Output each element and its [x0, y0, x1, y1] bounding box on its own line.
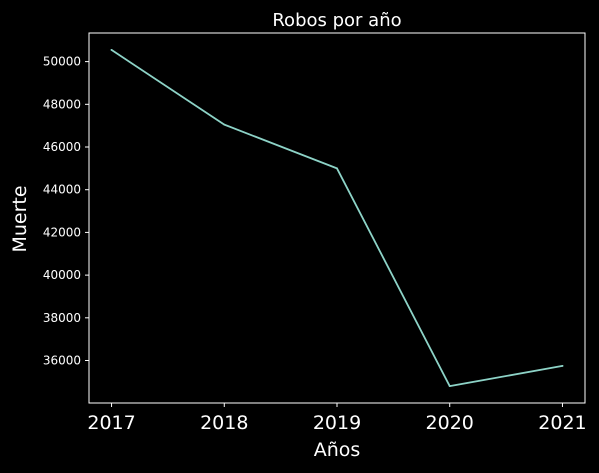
y-tick-label: 46000	[43, 140, 81, 154]
x-tick-label: 2019	[313, 412, 361, 434]
x-axis-label: Años	[314, 439, 361, 461]
x-tick-label: 2018	[200, 412, 248, 434]
y-axis-ticks: 36000 38000 40000 42000 44000 46000 48000 50000	[43, 55, 89, 368]
y-tick-label: 48000	[43, 97, 81, 111]
y-tick-label: 44000	[43, 183, 81, 197]
chart-title: Robos por año	[272, 10, 401, 31]
x-tick-label: 2020	[426, 412, 474, 434]
data-point	[448, 385, 451, 388]
plot-area-frame	[88, 32, 586, 404]
series-line	[110, 49, 564, 388]
y-tick-label: 50000	[43, 55, 81, 69]
data-point	[110, 48, 113, 51]
x-tick-label: 2017	[87, 412, 135, 434]
x-axis-ticks: 2017 2018 2019 2020 2021	[87, 403, 587, 434]
y-tick-label: 40000	[43, 268, 81, 282]
y-tick-label: 36000	[43, 354, 81, 368]
series-layer	[110, 48, 564, 388]
data-point	[223, 123, 226, 126]
data-point	[336, 167, 338, 170]
y-tick-label: 38000	[43, 311, 81, 325]
y-axis-label: Muerte	[9, 185, 31, 252]
data-point	[561, 364, 564, 367]
y-tick-label: 42000	[43, 225, 81, 239]
x-tick-label: 2021	[538, 412, 586, 434]
